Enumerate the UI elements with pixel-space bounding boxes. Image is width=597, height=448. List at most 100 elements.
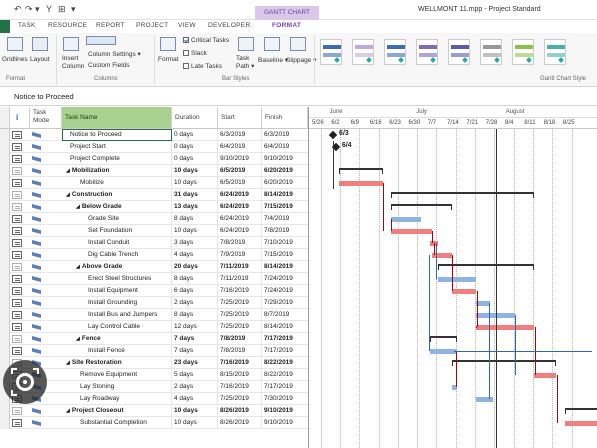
finish-cell[interactable]: 6/20/2019 [264, 167, 293, 174]
duration-cell[interactable]: 7 days [172, 345, 218, 357]
start-cell[interactable]: 6/24/2019 [218, 189, 262, 201]
start-cell[interactable]: 6/4/2019 [218, 141, 262, 153]
summary-bar[interactable] [437, 264, 535, 270]
duration-cell[interactable]: 12 days [172, 321, 218, 333]
layout-icon[interactable] [32, 37, 48, 51]
row-header[interactable] [0, 321, 10, 333]
start-cell[interactable]: 7/25/2019 [218, 309, 262, 321]
start-cell[interactable]: 7/25/2019 [218, 393, 262, 405]
table-row[interactable]: Erect Steel Structures 8 days 7/11/2019 7/2… [0, 273, 308, 285]
gantt-style-swatch[interactable] [352, 39, 374, 65]
finish-cell[interactable]: 8/14/2019 [264, 191, 293, 198]
duration-cell[interactable]: 10 days [172, 417, 218, 429]
late-tasks-checkbox[interactable]: Late Tasks [183, 63, 222, 70]
row-header[interactable] [0, 201, 10, 213]
task-name-cell[interactable]: ◢ Fence [62, 333, 172, 345]
task-bar[interactable] [534, 373, 557, 378]
task-bar[interactable] [429, 349, 458, 354]
task-name-cell[interactable]: Install Bus and Jumpers [62, 309, 172, 321]
tab-developer[interactable]: DEVELOPER [208, 22, 251, 29]
duration-cell[interactable]: 2 days [172, 297, 218, 309]
task-name-cell[interactable]: ◢ Below Grade [62, 201, 172, 213]
duration-column-header[interactable]: Duration [172, 107, 218, 129]
collapse-arrow-icon[interactable]: ◢ [76, 264, 80, 270]
duration-cell[interactable]: 3 days [172, 237, 218, 249]
lens-icon[interactable] [3, 360, 47, 404]
start-cell[interactable]: 7/8/2019 [218, 237, 262, 249]
start-cell[interactable]: 7/8/2019 [218, 333, 262, 345]
task-path-button[interactable]: Task Path ▾ [236, 55, 255, 70]
summary-bar[interactable] [451, 360, 557, 366]
row-header[interactable] [0, 189, 10, 201]
tab-task[interactable]: TASK [18, 22, 36, 29]
task-name-cell[interactable]: Install Conduit [62, 237, 172, 249]
task-name-cell[interactable]: ◢ Site Restoration [62, 357, 172, 369]
finish-cell[interactable]: 6/3/2019 [264, 131, 290, 138]
gantt-style-swatch[interactable] [544, 39, 566, 65]
table-row[interactable]: Mobilize 10 days 6/5/2019 6/20/2019 [0, 177, 308, 189]
start-cell[interactable]: 8/26/2019 [218, 417, 262, 429]
start-cell[interactable]: 6/24/2019 [218, 213, 262, 225]
table-row[interactable]: ◢ Project Closeout 10 days 8/26/2019 9/10/20… [0, 405, 308, 417]
row-header[interactable] [0, 141, 10, 153]
collapse-arrow-icon[interactable]: ◢ [66, 360, 70, 366]
duration-cell[interactable]: 0 days [172, 153, 218, 165]
finish-cell[interactable]: 8/14/2019 [264, 323, 293, 330]
row-header[interactable] [0, 165, 10, 177]
table-row[interactable]: ◢ Below Grade 13 days 6/24/2019 7/15/2019 [0, 201, 308, 213]
layout-button[interactable]: Layout [30, 56, 50, 63]
finish-cell[interactable]: 7/24/2019 [264, 275, 293, 282]
finish-cell[interactable]: 7/17/2019 [264, 335, 293, 342]
table-row[interactable]: Set Foundation 10 days 6/24/2019 7/8/2019 [0, 225, 308, 237]
start-cell[interactable]: 9/10/2019 [218, 153, 262, 165]
table-row[interactable]: ◢ Fence 7 days 7/8/2019 7/17/2019 [0, 333, 308, 345]
table-row[interactable]: Lay Roadway 4 days 7/25/2019 7/30/2019 [0, 393, 308, 405]
task-mode-column-header[interactable]: Task Mode [30, 107, 62, 129]
table-row[interactable]: Install Grounding 2 days 7/25/2019 7/29/201… [0, 297, 308, 309]
tab-report[interactable]: REPORT [96, 22, 125, 29]
table-row[interactable]: Install Bus and Jumpers 8 days 7/25/2019 8/… [0, 309, 308, 321]
table-row[interactable]: Install Equipment 6 days 7/16/2019 7/24/201… [0, 285, 308, 297]
task-bar[interactable] [476, 325, 535, 330]
duration-cell[interactable]: 23 days [172, 357, 218, 369]
slack-checkbox[interactable]: Slack [183, 50, 207, 57]
info-column-header[interactable]: i [10, 107, 30, 129]
finish-cell[interactable]: 8/14/2019 [264, 263, 293, 270]
task-bar[interactable] [437, 277, 477, 282]
row-header[interactable] [0, 273, 10, 285]
table-row[interactable]: Notice to Proceed 0 days 6/3/2019 6/3/2019 [0, 129, 308, 141]
customize-dropdown-icon[interactable]: ▾ [71, 4, 76, 14]
tab-project[interactable]: PROJECT [136, 22, 169, 29]
task-name-cell[interactable]: Project Start [62, 141, 172, 153]
row-header[interactable] [0, 405, 10, 417]
task-bar[interactable] [476, 397, 493, 402]
task-bar[interactable] [432, 253, 452, 258]
redo-icon[interactable]: ↷ [25, 4, 33, 14]
task-name-cell[interactable]: ◢ Project Closeout [62, 405, 172, 417]
finish-cell[interactable]: 9/10/2019 [264, 419, 293, 426]
summary-bar[interactable] [390, 204, 452, 210]
insert-column-button[interactable]: Insert Column [62, 55, 85, 70]
start-cell[interactable]: 7/11/2019 [218, 273, 262, 285]
row-header[interactable] [0, 153, 10, 165]
task-name-cell[interactable]: Project Complete [62, 153, 172, 165]
collapse-arrow-icon[interactable]: ◢ [76, 336, 80, 342]
file-tab[interactable] [0, 20, 10, 33]
task-name-cell[interactable]: Notice to Proceed [62, 129, 172, 141]
row-header[interactable] [0, 285, 10, 297]
gantt-style-swatch[interactable] [320, 39, 342, 65]
task-name-cell[interactable]: Substantial Completion [62, 417, 172, 429]
baseline-icon[interactable] [264, 37, 280, 51]
summary-bar[interactable] [429, 336, 458, 342]
baseline-button[interactable]: Baseline ▾ [258, 57, 289, 64]
row-header[interactable] [0, 417, 10, 429]
duration-cell[interactable]: 5 days [172, 369, 218, 381]
task-name-column-header[interactable]: Task Name [62, 107, 172, 129]
task-bar[interactable] [338, 181, 383, 186]
task-name-cell[interactable]: Mobilize [62, 177, 172, 189]
format-bar-button[interactable]: Format [158, 56, 179, 63]
row-header[interactable] [0, 177, 10, 189]
gantt-chart[interactable]: June July August 5/26 6/2 6/9 6/16 6/23 6/30 7/7… [308, 107, 597, 448]
start-cell[interactable]: 6/3/2019 [218, 129, 262, 141]
table-row[interactable]: Dig Cable Trench 4 days 7/9/2019 7/15/2019 [0, 249, 308, 261]
